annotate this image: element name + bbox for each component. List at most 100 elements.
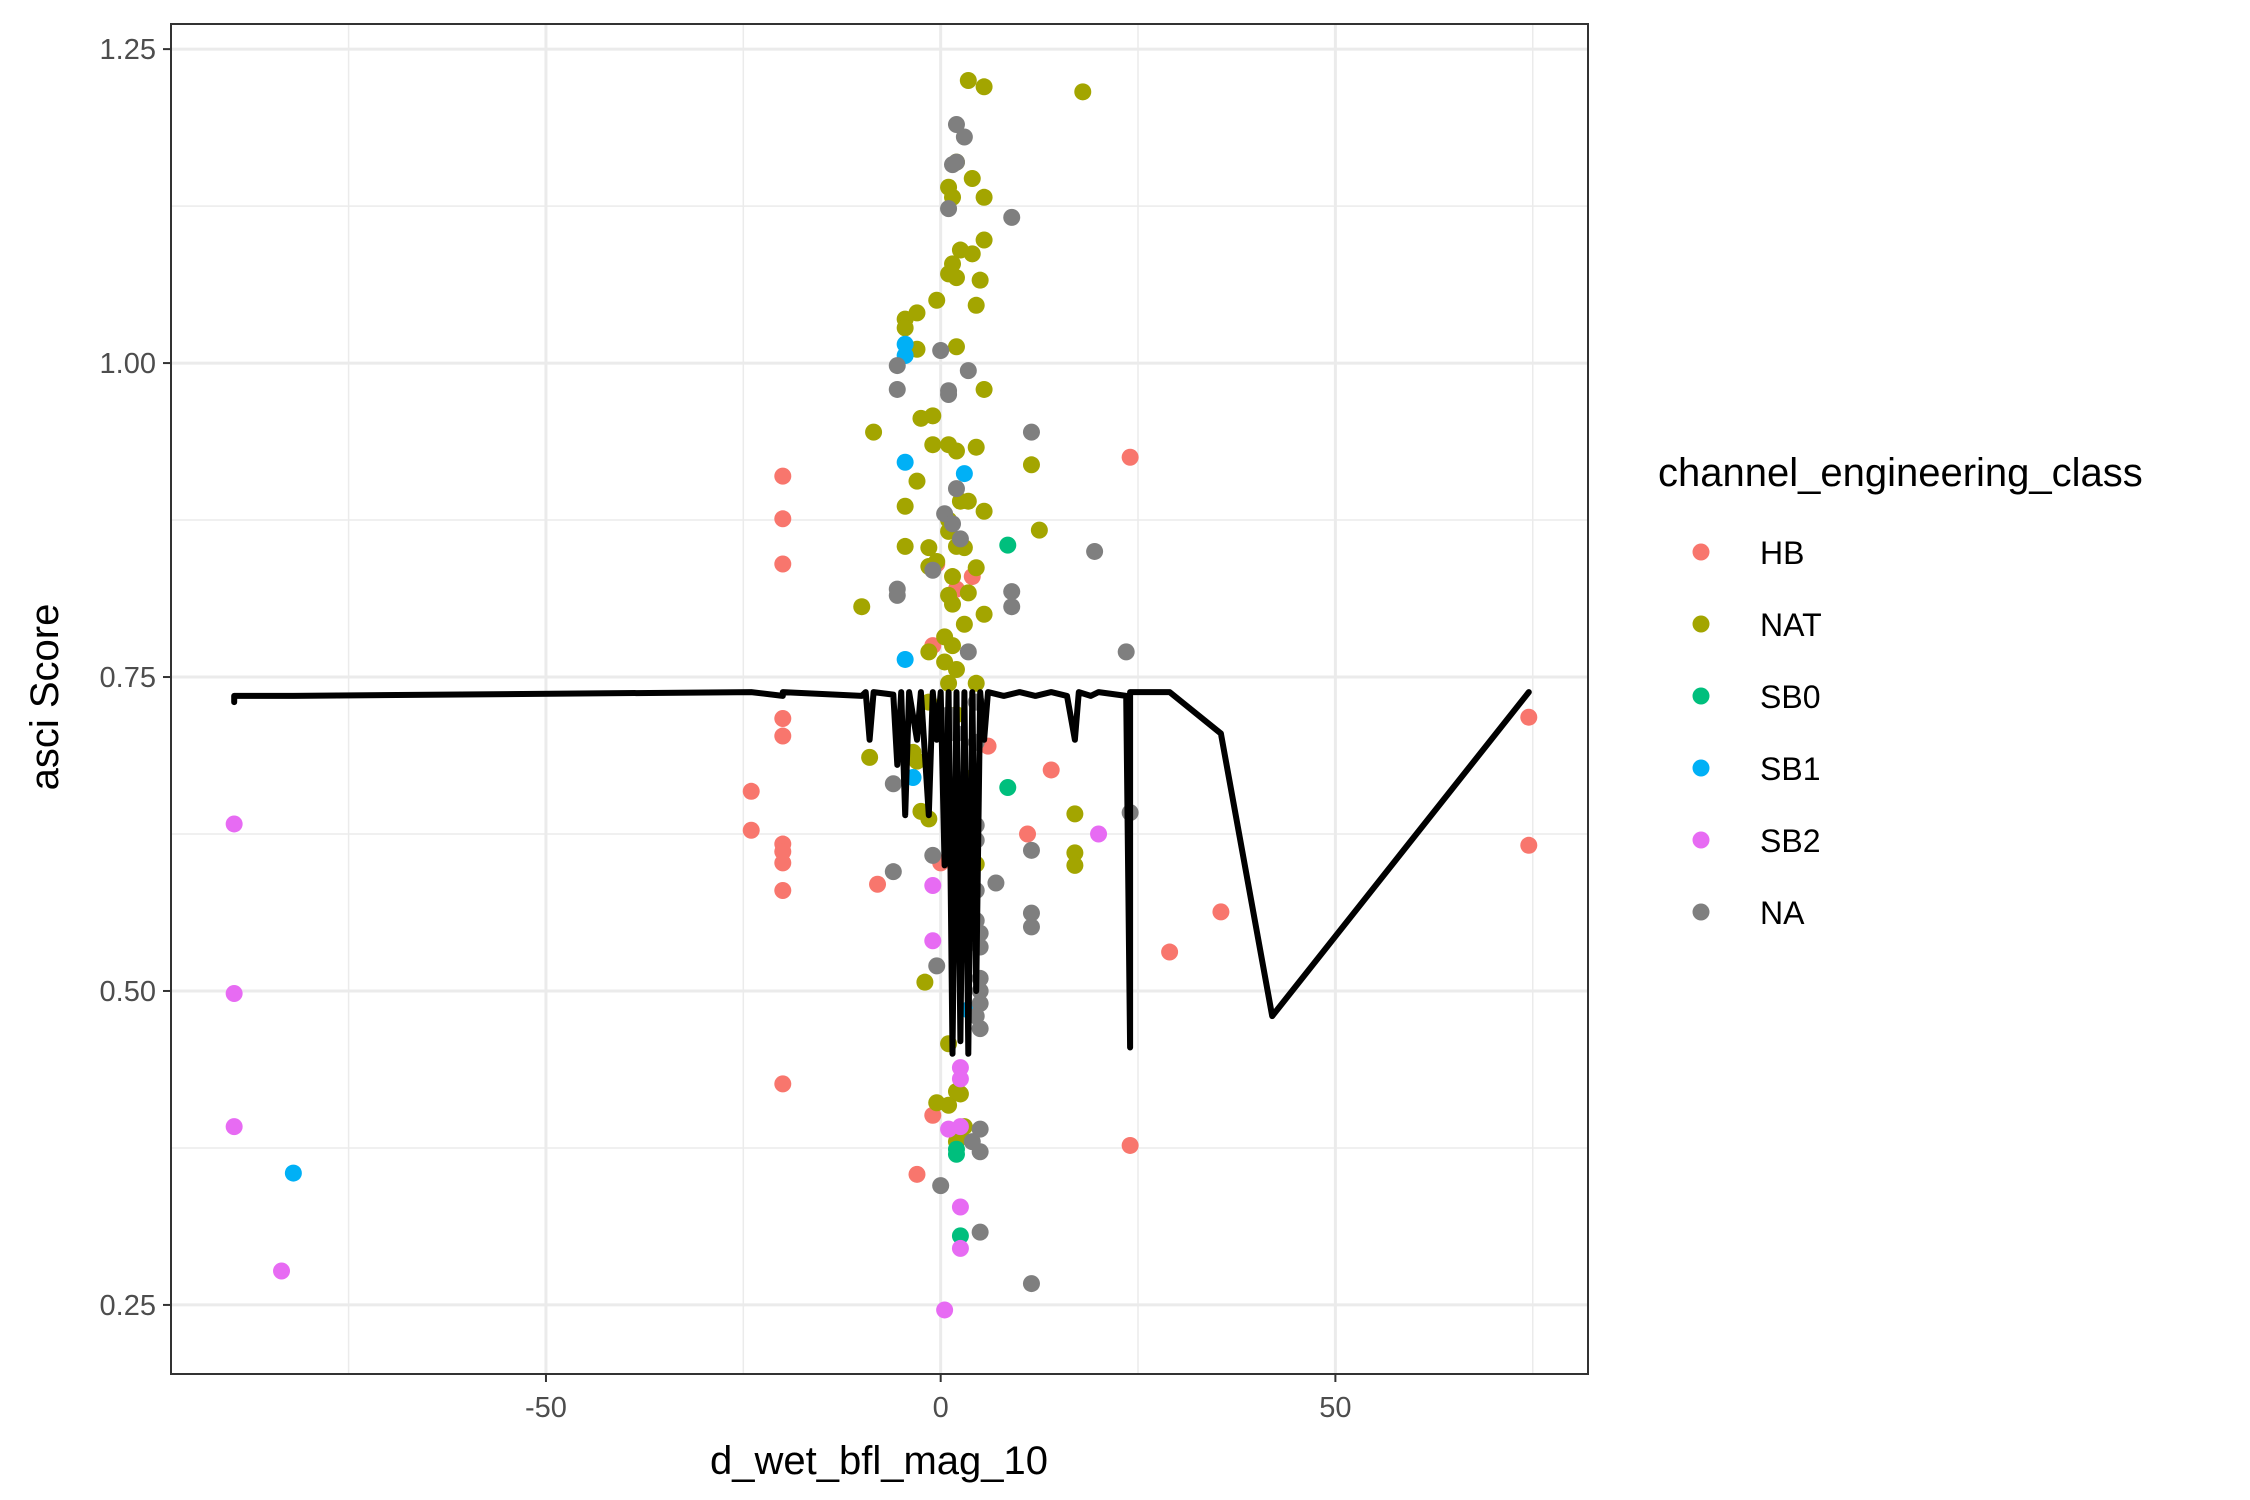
data-point <box>1019 825 1037 843</box>
data-point <box>1117 643 1135 661</box>
data-point <box>1003 583 1021 601</box>
data-point <box>924 876 942 894</box>
data-point <box>774 882 792 900</box>
data-point <box>947 269 965 287</box>
data-point <box>959 584 977 602</box>
x-tick-label: 0 <box>933 1392 949 1424</box>
data-point <box>999 536 1017 554</box>
data-point <box>1022 1275 1040 1293</box>
data-point <box>1212 903 1230 921</box>
legend-item-nat: NAT <box>1692 607 1822 643</box>
y-tick-label: 0.75 <box>100 662 156 694</box>
legend-item-sb0: SB0 <box>1692 679 1820 715</box>
legend-label: NA <box>1760 895 1805 931</box>
data-point <box>924 436 942 454</box>
data-point <box>947 115 965 133</box>
x-tick-label: -50 <box>525 1392 567 1424</box>
data-point <box>936 1301 954 1319</box>
series-sb0 <box>947 536 1017 1245</box>
legend-key <box>1692 903 1710 921</box>
data-point <box>944 637 962 655</box>
data-point <box>884 775 902 793</box>
data-point <box>971 271 989 289</box>
data-point <box>947 442 965 460</box>
data-point <box>908 472 926 490</box>
data-point <box>1161 943 1179 961</box>
data-point <box>963 245 981 263</box>
data-point <box>1520 836 1538 854</box>
data-point <box>774 1075 792 1093</box>
legend-label: HB <box>1760 535 1804 571</box>
data-point <box>1121 1136 1139 1154</box>
x-tick-label: 50 <box>1319 1392 1351 1424</box>
data-point <box>959 643 977 661</box>
data-point <box>940 1096 958 1114</box>
data-point <box>955 128 973 146</box>
data-point <box>967 559 985 577</box>
data-point <box>928 957 946 975</box>
data-point <box>940 200 958 218</box>
data-point <box>888 586 906 604</box>
data-point <box>1520 708 1538 726</box>
data-point <box>774 854 792 872</box>
legend-key <box>1692 759 1710 777</box>
legend-item-na: NA <box>1692 895 1805 931</box>
data-point <box>916 973 934 991</box>
data-point <box>967 674 985 692</box>
data-point <box>932 342 950 360</box>
data-point <box>959 492 977 510</box>
data-point <box>975 502 993 520</box>
data-point <box>1090 825 1108 843</box>
data-point <box>951 1239 969 1257</box>
data-point <box>1074 83 1092 101</box>
data-point <box>1066 805 1084 823</box>
data-point <box>944 595 962 613</box>
data-point <box>975 380 993 398</box>
legend-label: NAT <box>1760 607 1822 643</box>
legend-item-sb1: SB1 <box>1692 751 1820 787</box>
data-point <box>951 1085 969 1103</box>
data-point <box>940 674 958 692</box>
data-point <box>971 1223 989 1241</box>
y-tick-label: 1.00 <box>100 348 156 380</box>
data-point <box>920 810 938 828</box>
data-point <box>975 605 993 623</box>
data-point <box>896 319 914 337</box>
data-point <box>908 1165 926 1183</box>
smoothing-line <box>231 689 1532 1057</box>
data-point <box>896 537 914 555</box>
y-tick-label: 1.25 <box>100 34 156 66</box>
data-point <box>944 568 962 586</box>
data-point <box>951 1198 969 1216</box>
data-point <box>1066 844 1084 862</box>
data-point <box>951 1070 969 1088</box>
data-point <box>774 510 792 528</box>
legend-items: HB NAT SB0 SB1 SB2 NA <box>1692 535 1822 931</box>
data-point <box>1022 423 1040 441</box>
data-point <box>947 338 965 356</box>
data-point <box>924 846 942 864</box>
data-point <box>947 480 965 498</box>
data-point <box>959 362 977 380</box>
legend-label: SB0 <box>1760 679 1820 715</box>
data-point <box>947 153 965 171</box>
data-point <box>888 357 906 375</box>
series-sb2 <box>225 815 1108 1319</box>
data-point <box>951 1118 969 1136</box>
data-point <box>912 409 930 427</box>
x-axis-title: d_wet_bfl_mag_10 <box>710 1439 1048 1483</box>
data-point <box>955 465 973 483</box>
data-point <box>959 72 977 90</box>
legend-label: SB1 <box>1760 751 1820 787</box>
data-point <box>920 539 938 557</box>
legend-title: channel_engineering_class <box>1658 451 2143 495</box>
data-point <box>896 497 914 515</box>
data-point <box>924 561 942 579</box>
data-point <box>947 660 965 678</box>
data-point <box>273 1262 291 1280</box>
data-point <box>869 875 887 893</box>
data-point <box>742 821 760 839</box>
data-point <box>967 296 985 314</box>
data-point <box>1022 904 1040 922</box>
